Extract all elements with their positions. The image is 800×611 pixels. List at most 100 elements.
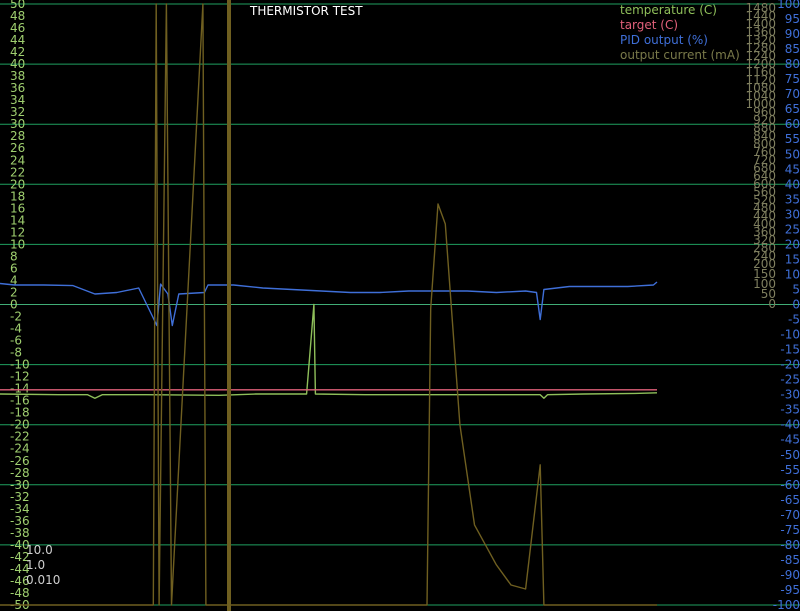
left-tick-label: 32 xyxy=(10,105,25,119)
pid-param-p: 10.0 xyxy=(26,543,53,557)
current-tick-label: 800 xyxy=(753,137,776,151)
pid-param-d: 0.010 xyxy=(26,573,61,587)
legend-entry-temperature: temperature (C) xyxy=(620,3,717,17)
current-tick-label: 150 xyxy=(753,267,776,281)
series-line xyxy=(0,303,658,399)
right-tick-label: 75 xyxy=(785,72,800,86)
right-tick-label: 15 xyxy=(785,252,800,266)
left-tick-label: -8 xyxy=(10,346,22,360)
right-tick-label: 65 xyxy=(785,102,800,116)
right-tick-label: -30 xyxy=(780,388,800,402)
current-tick-label: 600 xyxy=(753,177,776,191)
right-tick-label: -80 xyxy=(780,538,800,552)
left-tick-label: -44 xyxy=(10,562,30,576)
current-tick-label: 1480 xyxy=(745,1,776,15)
right-tick-label: -15 xyxy=(780,343,800,357)
current-tick-label: 1400 xyxy=(745,17,776,31)
left-tick-label: 42 xyxy=(10,45,25,59)
current-tick-label: 1160 xyxy=(745,65,776,79)
current-tick-label: 1040 xyxy=(745,89,776,103)
left-tick-label: 2 xyxy=(10,285,18,299)
pid-param-i: 1.0 xyxy=(26,558,46,572)
left-tick-label: 44 xyxy=(10,33,25,47)
current-tick-label: 50 xyxy=(761,287,776,301)
current-tick-label: 440 xyxy=(753,209,776,223)
current-tick-label: 1360 xyxy=(745,25,776,39)
right-tick-label: 60 xyxy=(785,117,800,131)
current-tick-label: 640 xyxy=(753,169,776,183)
left-tick-label: -32 xyxy=(10,490,30,504)
left-tick-label: 14 xyxy=(10,213,25,227)
right-tick-label: -5 xyxy=(788,313,800,327)
right-tick-label: 85 xyxy=(785,42,800,56)
left-tick-label: -34 xyxy=(10,502,30,516)
current-tick-label: 760 xyxy=(753,145,776,159)
left-tick-label: -38 xyxy=(10,526,30,540)
right-tick-label: 5 xyxy=(792,282,800,296)
current-tick-label: 320 xyxy=(753,233,776,247)
current-tick-label: 280 xyxy=(753,241,776,255)
current-tick-label: 520 xyxy=(753,193,776,207)
right-tick-label: -35 xyxy=(780,403,800,417)
current-tick-label: 200 xyxy=(753,257,776,271)
current-tick-label: 240 xyxy=(753,249,776,263)
right-tick-label: -10 xyxy=(780,328,800,342)
right-tick-label: 70 xyxy=(785,87,800,101)
left-tick-label: -20 xyxy=(10,418,30,432)
left-tick-label: -12 xyxy=(10,370,30,384)
left-tick-label: 36 xyxy=(10,81,25,95)
left-tick-label: 6 xyxy=(10,261,18,275)
right-tick-label: 95 xyxy=(785,12,800,26)
right-tick-label: 25 xyxy=(785,222,800,236)
right-tick-label: -85 xyxy=(780,553,800,567)
right-tick-label: 100 xyxy=(777,0,800,11)
left-tick-label: 18 xyxy=(10,189,25,203)
current-tick-label: 560 xyxy=(753,185,776,199)
left-tick-label: 46 xyxy=(10,21,25,35)
current-tick-label: 1080 xyxy=(745,81,776,95)
current-tick-label: 960 xyxy=(753,105,776,119)
current-tick-label: 880 xyxy=(753,121,776,135)
chart-legend: temperature (C) target (C) PID output (%… xyxy=(620,3,740,63)
series-line xyxy=(0,3,657,606)
current-tick-label: 1120 xyxy=(745,73,776,87)
right-tick-label: -55 xyxy=(780,463,800,477)
right-tick-label: 40 xyxy=(785,177,800,191)
left-tick-label: -48 xyxy=(10,586,30,600)
left-tick-label: 12 xyxy=(10,225,25,239)
right-axis-ticks: 1009590858075706560555045403530252015105… xyxy=(773,0,800,611)
right-tick-label: 45 xyxy=(785,162,800,176)
right-tick-label: -95 xyxy=(780,583,800,597)
left-tick-label: -10 xyxy=(10,358,30,372)
current-tick-label: 1000 xyxy=(745,97,776,111)
right-tick-label: -90 xyxy=(780,568,800,582)
left-tick-label: 38 xyxy=(10,69,25,83)
current-tick-label: 720 xyxy=(753,153,776,167)
right-tick-label: -20 xyxy=(780,358,800,372)
current-tick-label: 1200 xyxy=(745,57,776,71)
current-tick-label: 1440 xyxy=(745,9,776,23)
left-tick-label: -6 xyxy=(10,334,22,348)
left-tick-label: -30 xyxy=(10,478,30,492)
left-tick-label: 26 xyxy=(10,141,25,155)
left-tick-label: 0 xyxy=(10,298,18,312)
left-axis-ticks: 5048464442403836343230282624222018161412… xyxy=(10,0,30,611)
legend-entry-pid-output: PID output (%) xyxy=(620,33,708,47)
right-tick-label: -100 xyxy=(773,598,800,611)
right-tick-label: 20 xyxy=(785,237,800,251)
left-tick-label: -36 xyxy=(10,514,30,528)
right-tick-label: 30 xyxy=(785,207,800,221)
right-tick-label: -75 xyxy=(780,523,800,537)
left-tick-label: -46 xyxy=(10,574,30,588)
current-tick-label: 1240 xyxy=(745,49,776,63)
left-tick-label: 28 xyxy=(10,129,25,143)
current-tick-label: 400 xyxy=(753,217,776,231)
left-tick-label: 16 xyxy=(10,201,25,215)
left-tick-label: 22 xyxy=(10,165,25,179)
left-tick-label: -16 xyxy=(10,394,30,408)
current-tick-label: 920 xyxy=(753,113,776,127)
current-tick-label: 360 xyxy=(753,225,776,239)
current-tick-label: 0 xyxy=(768,297,776,311)
current-axis-ticks: 1480144014001360132012801240120011601120… xyxy=(745,1,776,311)
